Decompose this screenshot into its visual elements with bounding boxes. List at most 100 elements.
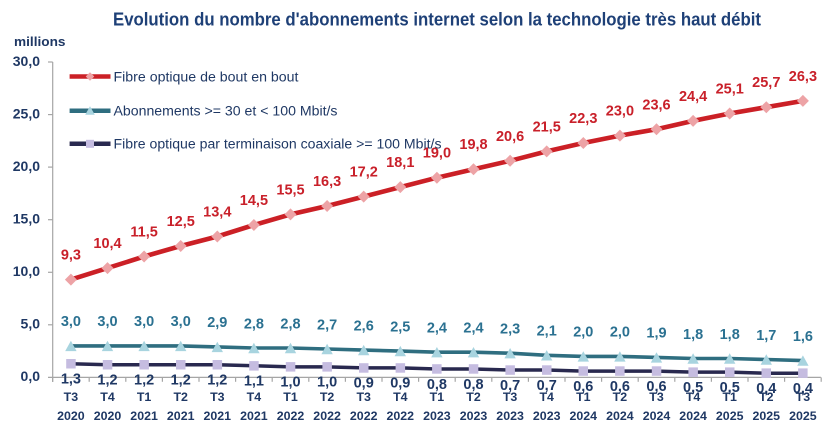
svg-text:0,4: 0,4 [756, 381, 776, 397]
svg-text:2,7: 2,7 [317, 317, 337, 333]
svg-text:1,0: 1,0 [317, 375, 337, 391]
svg-text:Evolution du nombre d'abonneme: Evolution du nombre d'abonnements intern… [113, 10, 761, 30]
svg-text:1,6: 1,6 [793, 329, 813, 345]
svg-text:15,0: 15,0 [13, 211, 40, 227]
svg-text:0,8: 0,8 [427, 377, 447, 393]
svg-text:2,9: 2,9 [207, 315, 227, 331]
svg-text:12,5: 12,5 [167, 214, 195, 230]
svg-text:3,0: 3,0 [171, 314, 191, 330]
svg-text:9,3: 9,3 [61, 248, 81, 264]
svg-text:25,1: 25,1 [716, 82, 744, 98]
svg-text:2022: 2022 [277, 409, 305, 423]
svg-text:2021: 2021 [240, 409, 268, 423]
svg-text:T2: T2 [320, 390, 335, 404]
svg-text:T4: T4 [393, 390, 408, 404]
svg-text:T2: T2 [759, 390, 774, 404]
svg-text:1,8: 1,8 [720, 327, 740, 343]
svg-text:2025: 2025 [789, 409, 817, 423]
svg-text:2,0: 2,0 [573, 325, 593, 341]
svg-text:2,3: 2,3 [500, 322, 520, 338]
svg-text:1,2: 1,2 [207, 373, 227, 389]
svg-text:0,5: 0,5 [720, 380, 740, 396]
svg-text:2025: 2025 [753, 409, 781, 423]
svg-text:T2: T2 [173, 390, 188, 404]
svg-text:23,0: 23,0 [606, 104, 634, 120]
svg-text:T4: T4 [247, 390, 262, 404]
svg-text:2023: 2023 [533, 409, 561, 423]
svg-text:17,2: 17,2 [350, 165, 378, 181]
svg-text:2,8: 2,8 [244, 316, 264, 332]
svg-text:0,6: 0,6 [646, 379, 666, 395]
svg-text:T3: T3 [649, 390, 664, 404]
svg-text:0,5: 0,5 [683, 380, 703, 396]
svg-text:T1: T1 [722, 390, 737, 404]
svg-text:2021: 2021 [204, 409, 232, 423]
svg-text:16,3: 16,3 [313, 174, 341, 190]
svg-text:1,3: 1,3 [61, 372, 81, 388]
svg-text:3,0: 3,0 [97, 314, 117, 330]
svg-text:2023: 2023 [460, 409, 488, 423]
svg-text:2021: 2021 [130, 409, 158, 423]
svg-text:1,2: 1,2 [171, 373, 191, 389]
svg-text:T1: T1 [576, 390, 591, 404]
svg-text:2,4: 2,4 [427, 321, 447, 337]
svg-text:2024: 2024 [570, 409, 598, 423]
svg-text:2023: 2023 [496, 409, 524, 423]
svg-text:10,4: 10,4 [93, 236, 121, 252]
svg-text:2024: 2024 [679, 409, 707, 423]
svg-text:25,7: 25,7 [752, 75, 780, 91]
svg-text:T4: T4 [100, 390, 115, 404]
svg-text:3,0: 3,0 [61, 314, 81, 330]
svg-text:0,7: 0,7 [537, 378, 557, 394]
svg-text:0,7: 0,7 [500, 378, 520, 394]
svg-text:1,8: 1,8 [683, 327, 703, 343]
svg-text:19,8: 19,8 [459, 137, 487, 153]
svg-text:T3: T3 [356, 390, 371, 404]
svg-text:2020: 2020 [94, 409, 122, 423]
svg-text:5,0: 5,0 [21, 316, 41, 332]
svg-text:0,0: 0,0 [21, 368, 41, 384]
svg-text:1,2: 1,2 [97, 373, 117, 389]
svg-text:13,4: 13,4 [203, 205, 231, 221]
svg-text:T2: T2 [466, 390, 481, 404]
svg-text:11,5: 11,5 [130, 225, 157, 241]
svg-text:T3: T3 [210, 390, 225, 404]
svg-text:2,4: 2,4 [463, 321, 483, 337]
svg-text:2024: 2024 [643, 409, 671, 423]
svg-text:Fibre optique de bout en bout: Fibre optique de bout en bout [114, 69, 299, 84]
svg-text:T1: T1 [283, 390, 298, 404]
svg-text:2022: 2022 [313, 409, 341, 423]
svg-text:1,2: 1,2 [134, 373, 154, 389]
svg-text:0,8: 0,8 [463, 377, 483, 393]
svg-text:26,3: 26,3 [789, 69, 817, 85]
svg-text:3,0: 3,0 [134, 314, 154, 330]
svg-text:T4: T4 [539, 390, 554, 404]
svg-text:15,5: 15,5 [276, 182, 304, 198]
svg-text:2024: 2024 [606, 409, 634, 423]
svg-text:23,6: 23,6 [642, 97, 670, 113]
svg-text:T3: T3 [796, 390, 811, 404]
svg-text:18,1: 18,1 [386, 155, 414, 171]
svg-text:2023: 2023 [423, 409, 451, 423]
svg-text:T3: T3 [503, 390, 518, 404]
svg-text:2020: 2020 [57, 409, 85, 423]
svg-text:2,0: 2,0 [610, 325, 630, 341]
svg-text:19,0: 19,0 [423, 146, 451, 162]
svg-text:0,6: 0,6 [573, 379, 593, 395]
svg-text:Abonnements >= 30 et < 100 Mbi: Abonnements >= 30 et < 100 Mbit/s [114, 104, 338, 119]
svg-text:0,9: 0,9 [390, 376, 410, 392]
svg-text:0,6: 0,6 [610, 379, 630, 395]
svg-text:T4: T4 [686, 390, 701, 404]
svg-text:14,5: 14,5 [240, 193, 268, 209]
svg-text:24,4: 24,4 [679, 89, 707, 105]
svg-text:2022: 2022 [350, 409, 378, 423]
svg-text:2,8: 2,8 [280, 316, 300, 332]
svg-text:1,7: 1,7 [756, 328, 776, 344]
svg-text:T1: T1 [137, 390, 152, 404]
svg-text:1,0: 1,0 [280, 375, 300, 391]
svg-text:2,6: 2,6 [354, 318, 374, 334]
svg-text:T3: T3 [64, 390, 79, 404]
svg-text:T1: T1 [430, 390, 445, 404]
svg-text:T2: T2 [613, 390, 628, 404]
svg-text:22,3: 22,3 [569, 111, 597, 127]
